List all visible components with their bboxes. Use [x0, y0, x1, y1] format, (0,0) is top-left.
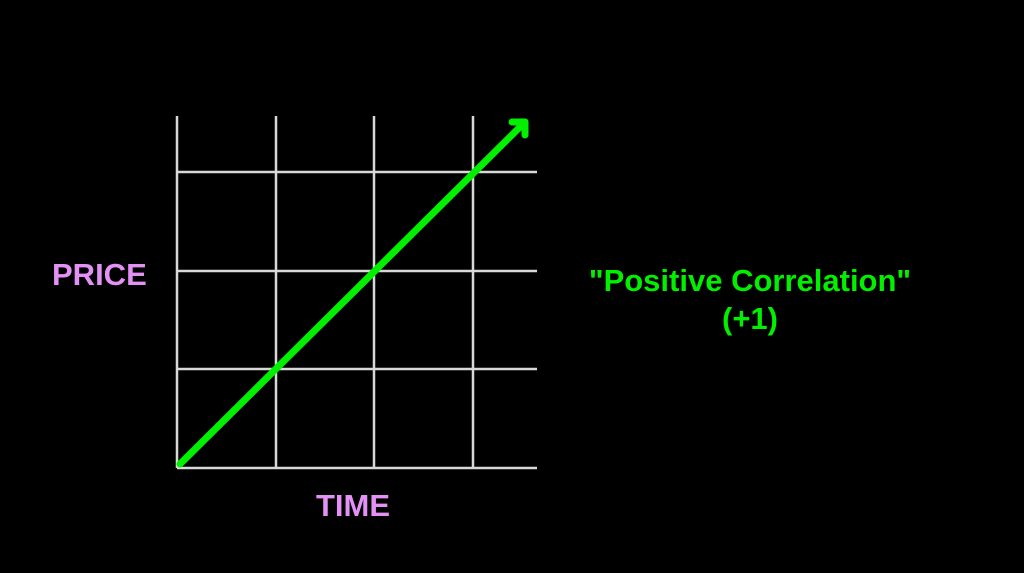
trend-line [176, 120, 527, 468]
trend-arrow [176, 118, 529, 468]
caption: "Positive Correlation" (+1) [540, 262, 960, 338]
caption-title: "Positive Correlation" [588, 263, 912, 298]
y-axis-label: PRICE [52, 257, 147, 292]
caption-value: (+1) [722, 301, 778, 336]
x-axis-label: TIME [316, 488, 391, 523]
